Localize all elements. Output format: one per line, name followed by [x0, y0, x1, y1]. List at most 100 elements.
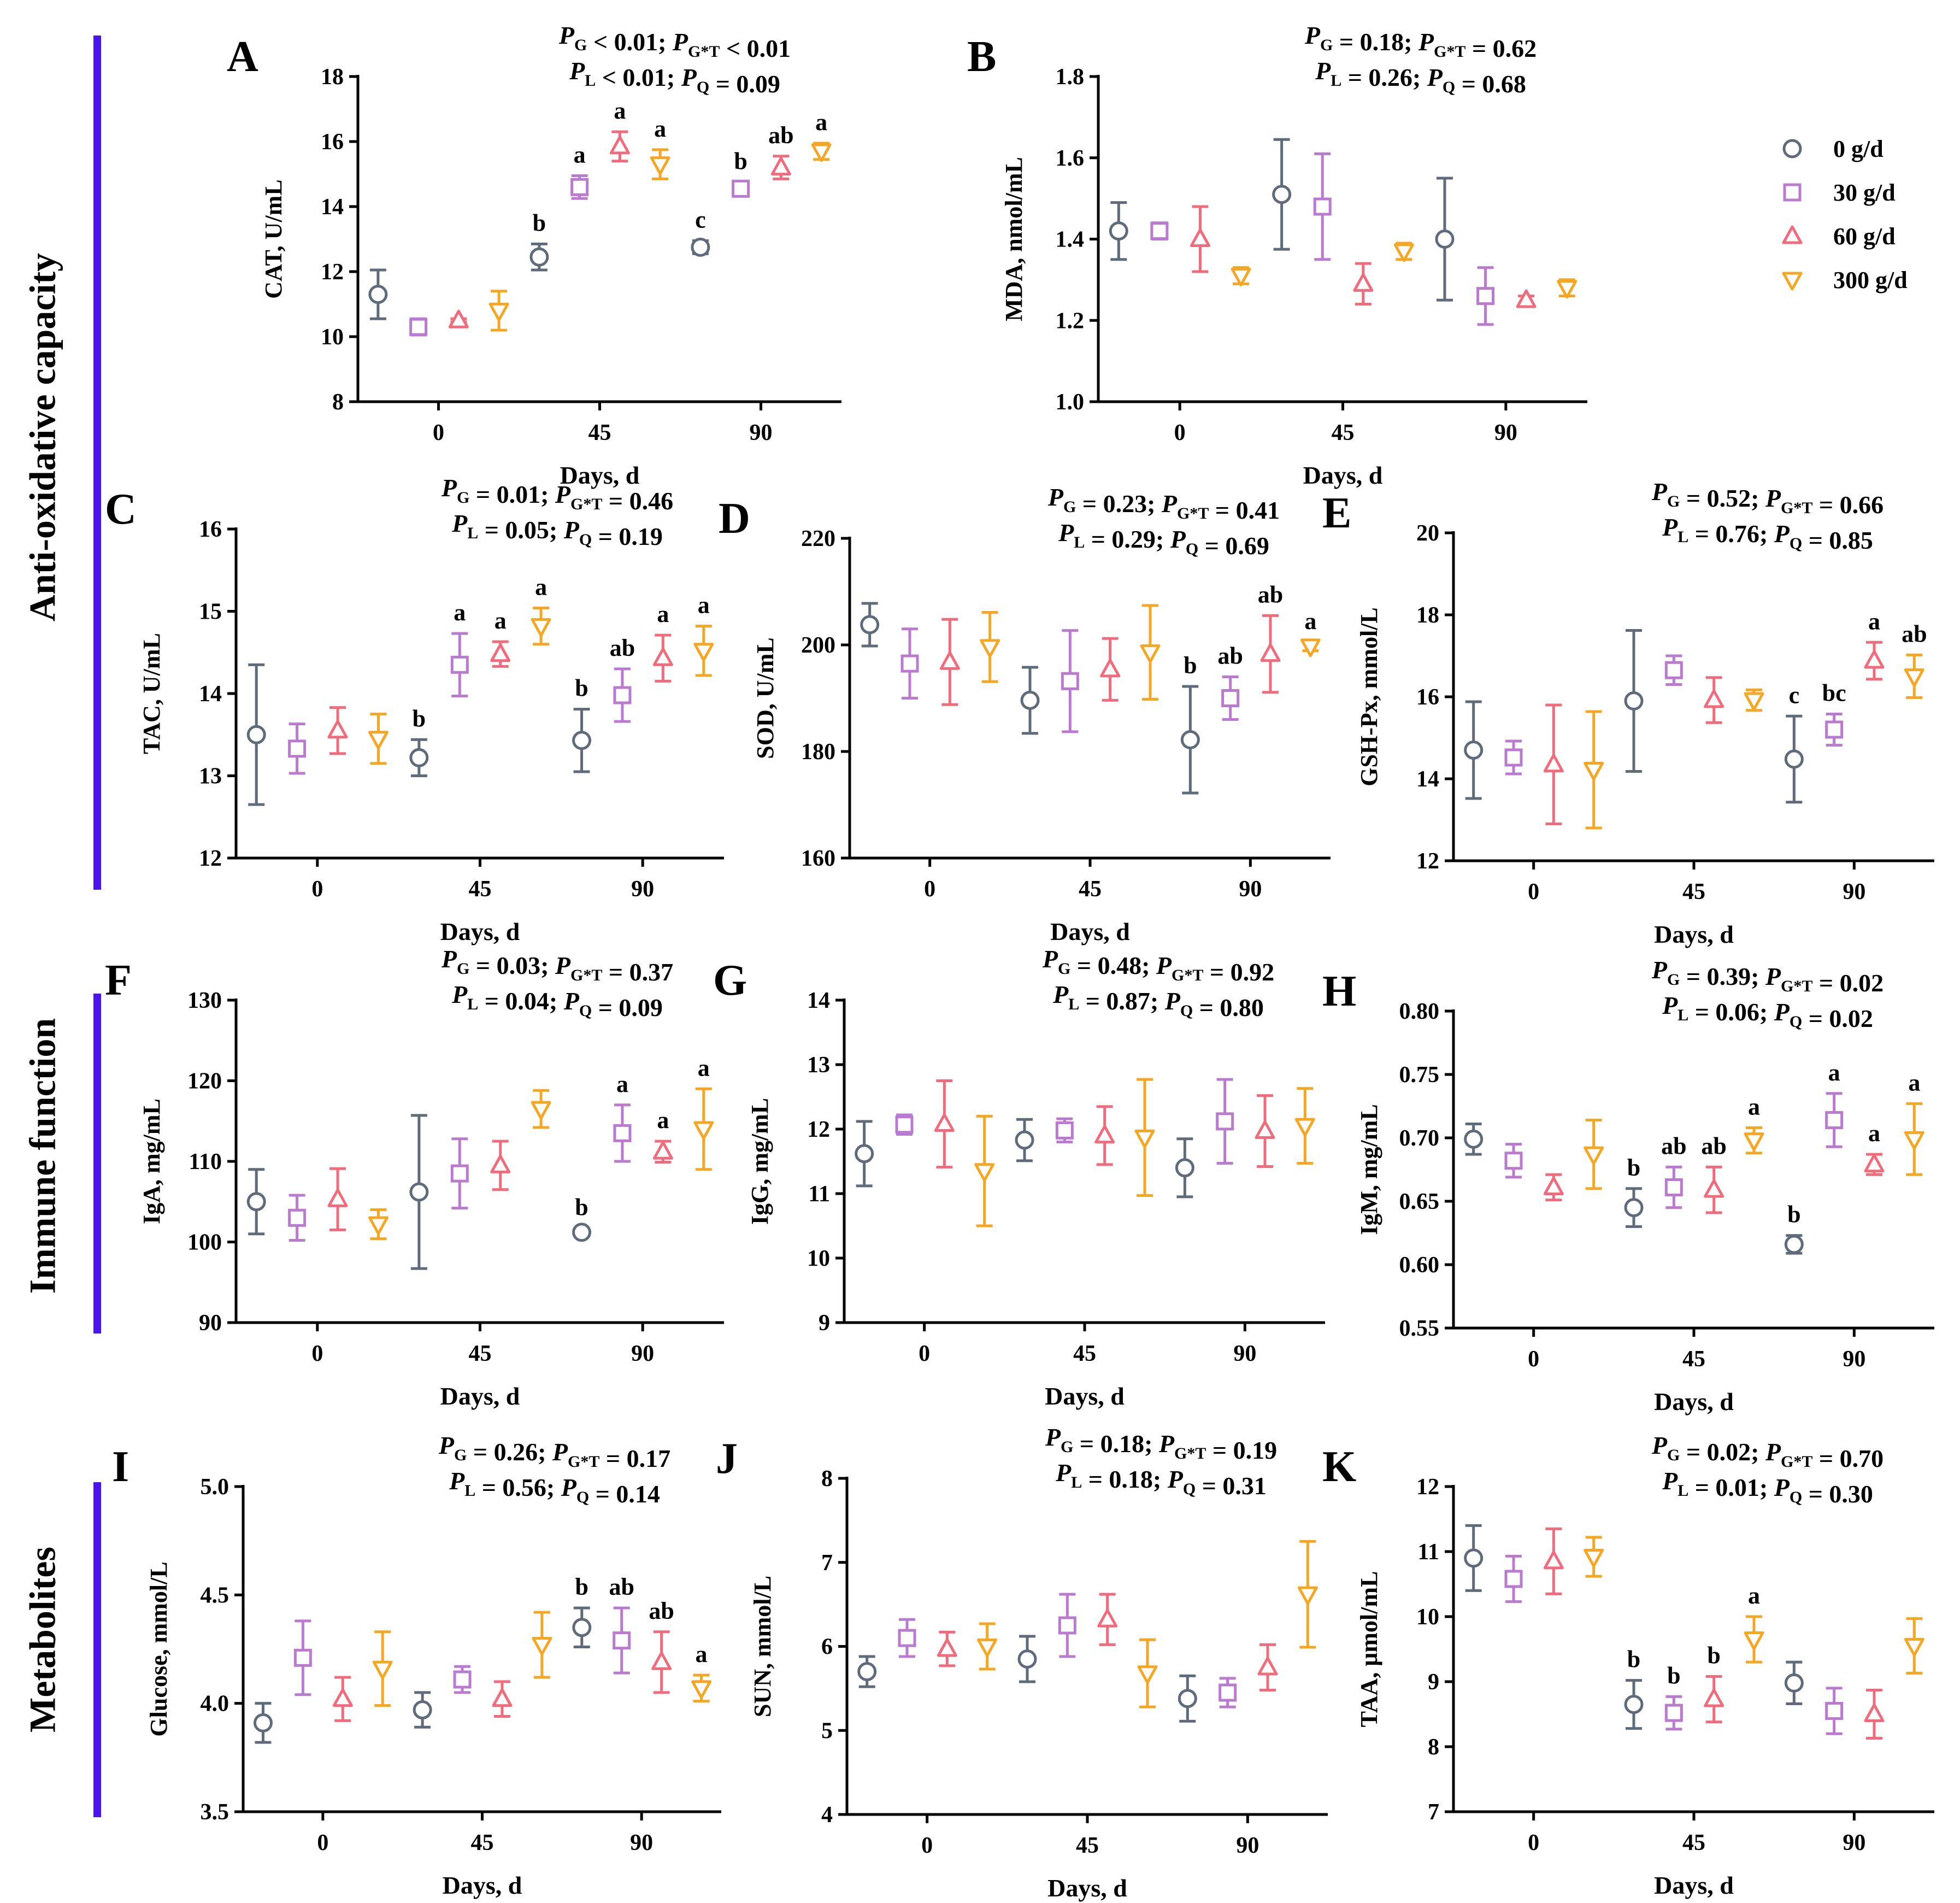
y-tick-label: 4.5 — [201, 1583, 229, 1608]
y-tick-label: 10 — [1416, 1605, 1439, 1630]
y-tick-label: 0.75 — [1399, 1062, 1440, 1088]
x-axis-label: Days, d — [443, 1871, 522, 1899]
series-300-g-d: a — [368, 1054, 714, 1241]
data-point — [609, 136, 630, 155]
y-tick-label: 4 — [821, 1802, 833, 1828]
series-0-g-d: b — [860, 602, 1200, 795]
data-point — [1584, 1146, 1604, 1165]
data-point — [1543, 1550, 1564, 1570]
data-point — [327, 720, 348, 739]
series-30-g-d: ab — [900, 627, 1243, 733]
data-point — [650, 156, 670, 175]
data-point — [288, 739, 307, 758]
data-point — [1140, 644, 1161, 663]
series-0-g-d — [855, 1118, 1194, 1199]
data-point — [770, 157, 791, 176]
data-point — [572, 1618, 592, 1637]
x-tick-label: 0 — [433, 420, 444, 445]
stats-line-2: PL = 0.76; PQ = 0.85 — [1662, 513, 1873, 554]
legend-entry: 300 g/d — [1782, 267, 1908, 293]
y-tick-label: 0.55 — [1399, 1316, 1440, 1341]
series-30-g-d: aab — [288, 599, 635, 775]
significance-letter: a — [1304, 608, 1316, 635]
legend-label: 60 g/d — [1833, 223, 1896, 250]
data-point — [490, 1154, 511, 1173]
data-point — [974, 1163, 995, 1182]
x-axis-label: Days, d — [1654, 920, 1734, 948]
y-tick-label: 16 — [199, 517, 222, 542]
data-point — [1504, 748, 1523, 767]
y-tick-label: 0.65 — [1399, 1189, 1440, 1214]
x-axis-label: Days, d — [560, 461, 640, 489]
data-point — [1178, 1689, 1197, 1708]
series-60-g-d — [937, 1593, 1278, 1691]
data-point — [1504, 1152, 1523, 1170]
data-point — [900, 654, 919, 673]
data-point — [1543, 1176, 1564, 1195]
data-point — [977, 1638, 998, 1657]
data-point — [693, 643, 714, 662]
section-labels: Anti-oxidative capacity Immune function Me… — [22, 36, 101, 1817]
y-tick-label: 0.60 — [1399, 1253, 1440, 1278]
panel-letter: I — [112, 1443, 129, 1491]
stats-line-2: PL = 0.29; PQ = 0.69 — [1058, 519, 1269, 560]
data-point — [492, 1688, 513, 1707]
legend-entry: 30 g/d — [1783, 179, 1896, 206]
data-point — [652, 647, 673, 666]
y-tick-label: 1.8 — [1056, 64, 1085, 90]
significance-letter: b — [1707, 1642, 1720, 1669]
data-point — [1353, 273, 1374, 292]
y-tick-label: 15 — [199, 600, 222, 625]
data-point — [246, 725, 266, 744]
y-tick-label: 12 — [321, 260, 344, 285]
stats-line-1: PG = 0.39; PG*T = 0.02 — [1651, 956, 1884, 997]
y-tick-label: 12 — [807, 1117, 830, 1142]
x-axis-label: Days, d — [1654, 1871, 1734, 1899]
data-point — [1516, 289, 1537, 308]
panel-e: E 12 14 16 18 20 0 45 90 Days, d GSH-Px, mmol/L PG … — [1322, 478, 1934, 948]
y-tick-label: 1.0 — [1056, 390, 1085, 415]
data-point — [691, 1680, 712, 1699]
significance-letter: a — [535, 573, 547, 600]
series-0-g-d: b — [246, 1114, 592, 1270]
data-point — [1435, 230, 1455, 249]
data-point — [651, 1651, 672, 1670]
significance-letter: ab — [649, 1597, 674, 1624]
data-point — [1904, 1638, 1924, 1657]
legend-marker — [1782, 272, 1803, 291]
series-300-g-d — [1231, 242, 1578, 299]
panel-letter: J — [716, 1435, 738, 1483]
data-point — [1624, 1198, 1644, 1218]
data-point — [857, 1662, 877, 1682]
x-tick-label: 45 — [1682, 1347, 1705, 1372]
stats-line-2: PL = 0.04; PQ = 0.09 — [451, 980, 663, 1021]
data-point — [1094, 1125, 1115, 1144]
significance-letter: ab — [610, 635, 635, 661]
data-point — [1784, 1235, 1804, 1254]
data-point — [1313, 197, 1332, 216]
y-tick-label: 11 — [808, 1182, 830, 1207]
series-300-g-d: a — [372, 1611, 712, 1707]
y-axis-label: IgG, mg/mL — [746, 1098, 773, 1225]
y-tick-label: 120 — [187, 1069, 222, 1094]
data-point — [613, 686, 632, 704]
y-tick-label: 4.0 — [201, 1691, 229, 1717]
data-point — [1624, 1695, 1644, 1714]
panel-c: C 12 13 14 15 16 0 45 90 Days, d TAC, U/mL PG = 0.0… — [105, 474, 724, 945]
significance-letter: a — [657, 601, 669, 627]
stats-line-1: PG = 0.18; PG*T = 0.62 — [1304, 21, 1537, 62]
data-point — [1219, 1683, 1237, 1702]
series-60-g-d: ab — [332, 1597, 674, 1722]
x-axis-label: Days, d — [1303, 461, 1383, 489]
data-point — [1221, 689, 1240, 707]
y-tick-label: 16 — [1416, 685, 1439, 710]
data-point — [1825, 1111, 1844, 1130]
significance-letter: a — [1868, 1120, 1880, 1147]
y-tick-label: 16 — [321, 130, 344, 155]
data-point — [939, 651, 960, 670]
legend-marker — [1782, 225, 1803, 244]
panel-letter: K — [1322, 1443, 1356, 1491]
data-point — [613, 1631, 631, 1650]
